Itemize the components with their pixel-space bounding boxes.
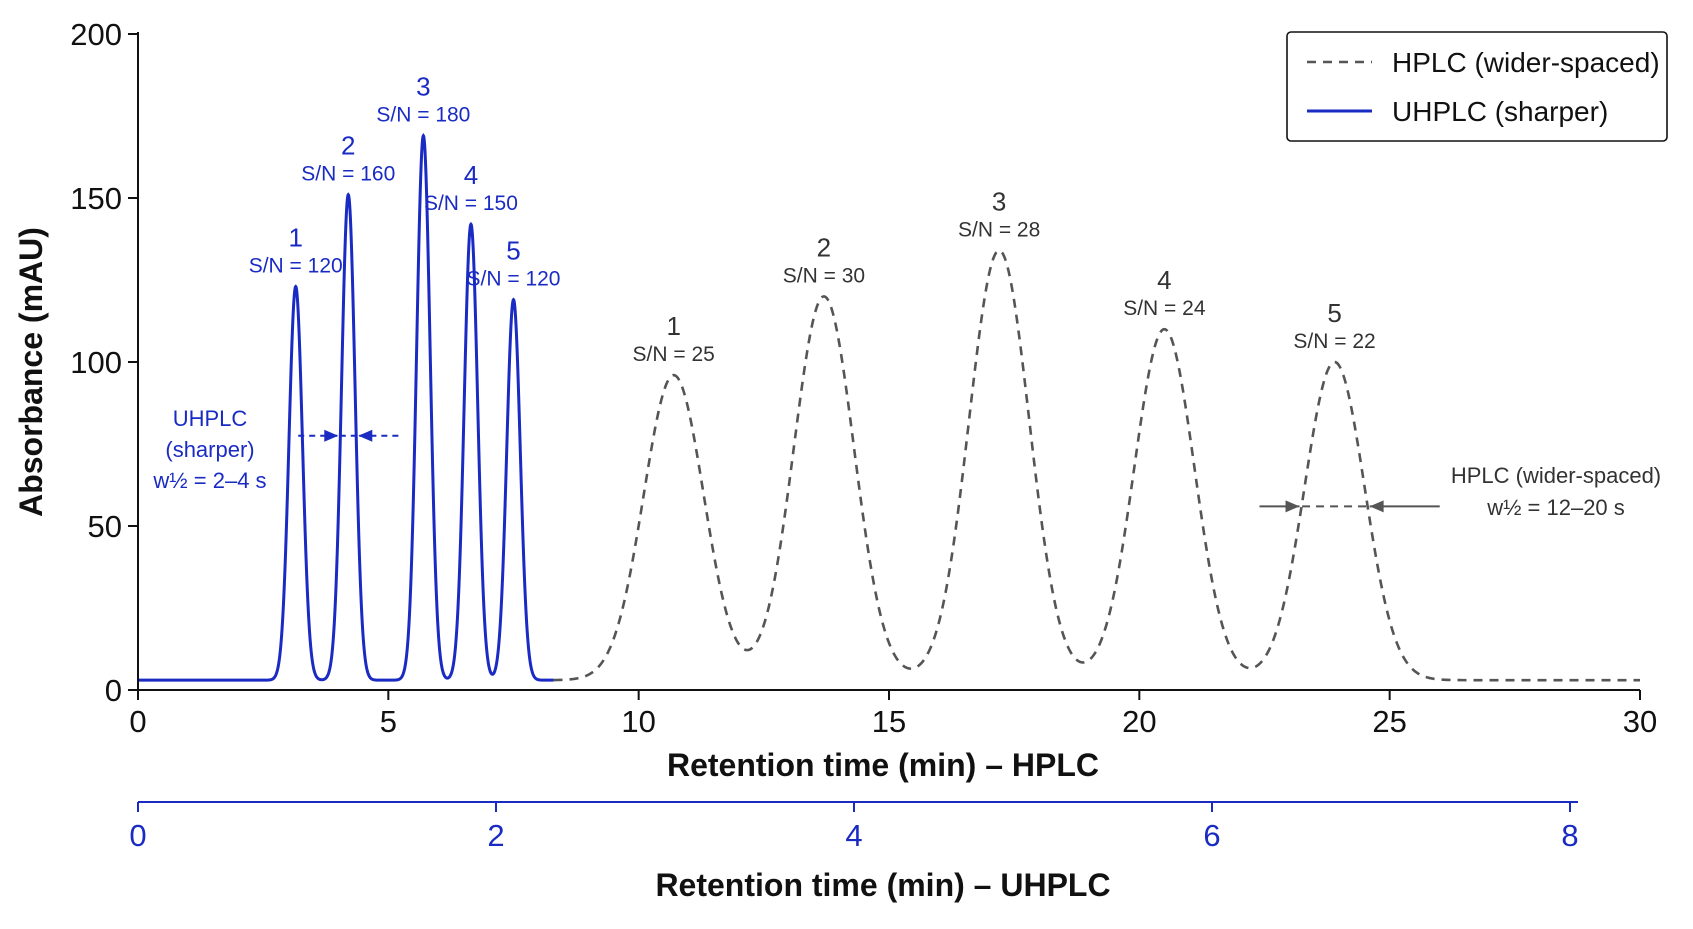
hplc-peak-number-label: 4 [1157, 265, 1171, 295]
uhplc-peak-number-label: 3 [416, 72, 430, 102]
hplc-peak-sn-label: S/N = 22 [1293, 330, 1375, 353]
hplc-width-annotation: w½ = 12–20 s [1486, 495, 1625, 520]
uhplc-width-annotation: UHPLC [173, 406, 248, 431]
uhplc-peak-number-label: 2 [341, 131, 355, 161]
annotations-layer: UHPLC (sharper) w½ = 2–4 s HPLC (wider-spac… [152, 406, 1661, 520]
hplc-peak-number-label: 1 [666, 311, 680, 341]
x-tick-label: 25 [1372, 704, 1406, 739]
x-tick-label: 15 [872, 704, 906, 739]
hplc-width-annotation: HPLC (wider-spaced) [1451, 463, 1661, 488]
legend-uhplc-label: UHPLC (sharper) [1392, 96, 1608, 127]
uhplc-width-annotation: w½ = 2–4 s [152, 468, 266, 493]
hplc-peak-sn-label: S/N = 30 [783, 264, 865, 287]
uhplc-peak-number-label: 5 [506, 236, 520, 266]
x2-tick-label: 2 [487, 818, 504, 853]
uhplc-right-arrow-head [358, 429, 373, 442]
uhplc-peak-sn-label: S/N = 150 [424, 192, 518, 215]
hplc-right-arrow-head [1369, 500, 1384, 513]
x-tick-label: 20 [1122, 704, 1156, 739]
legend-hplc-label: HPLC (wider-spaced) [1392, 47, 1660, 78]
uhplc-width-annotation: (sharper) [165, 437, 254, 462]
x2-tick-label: 4 [845, 818, 862, 853]
x-axis-title: Retention time (min) – HPLC [667, 747, 1099, 783]
hplc-left-arrow-head [1285, 500, 1300, 513]
hplc-peak-number-label: 5 [1327, 298, 1341, 328]
uhplc-peak-sn-label: S/N = 120 [249, 255, 343, 278]
y-tick-label: 150 [70, 181, 122, 216]
x-tick-label: 5 [380, 704, 397, 739]
x-tick-label: 0 [129, 704, 146, 739]
legend: HPLC (wider-spaced) UHPLC (sharper) [1286, 31, 1668, 142]
hplc-peak-sn-label: S/N = 28 [958, 218, 1040, 241]
uhplc-peak-sn-label: S/N = 120 [467, 268, 561, 291]
hplc-series-line [553, 249, 1640, 682]
y-tick-label: 200 [70, 17, 122, 52]
uhplc-left-arrow-head [324, 429, 339, 442]
hplc-peak-number-label: 3 [992, 186, 1006, 216]
uhplc-peak-sn-label: S/N = 180 [376, 104, 470, 127]
x2-tick-label: 8 [1561, 818, 1578, 853]
hplc-peak-sn-label: S/N = 24 [1123, 297, 1206, 320]
curves-layer [138, 133, 1640, 682]
uhplc-peak-sn-label: S/N = 160 [301, 163, 395, 186]
hplc-peak-sn-label: S/N = 25 [633, 343, 715, 366]
legend-box [1286, 31, 1668, 142]
uhplc-series-line [138, 133, 554, 682]
hplc-peak-number-label: 2 [817, 232, 831, 262]
x2-axis-title: Retention time (min) – UHPLC [655, 867, 1110, 903]
uhplc-peak-number-label: 1 [288, 223, 302, 253]
x2-tick-label: 0 [129, 818, 146, 853]
uhplc-peak-number-label: 4 [464, 160, 478, 190]
x-tick-label: 10 [621, 704, 655, 739]
x2-tick-label: 6 [1203, 818, 1220, 853]
y-tick-label: 50 [88, 509, 122, 544]
x-tick-label: 30 [1623, 704, 1657, 739]
y-tick-label: 100 [70, 345, 122, 380]
y-tick-label: 0 [105, 673, 122, 708]
y-axis-title: Absorbance (mAU) [13, 227, 49, 517]
